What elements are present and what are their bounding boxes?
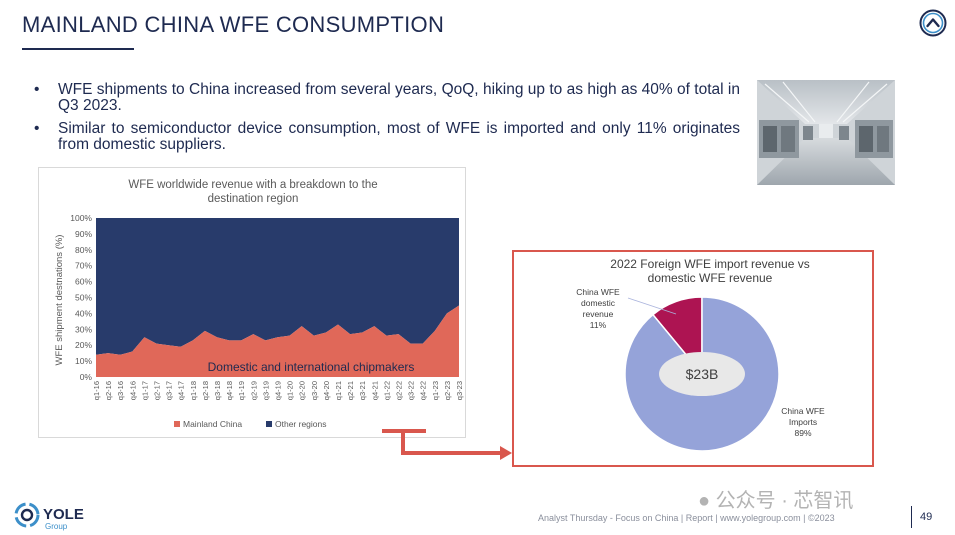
y-tick-label: 50% <box>75 293 92 303</box>
x-tick-label: q3-21 <box>358 381 367 400</box>
domestic-leader-line <box>627 297 677 315</box>
domestic-label-line1: China WFE <box>576 287 620 297</box>
legend-swatch-other <box>266 421 272 427</box>
domestic-label-line3: revenue <box>583 309 614 319</box>
footer-text: Analyst Thursday - Focus on China | Repo… <box>538 513 835 523</box>
bullet-1: WFE shipments to China increased from se… <box>34 82 740 114</box>
x-tick-label: q1-23 <box>431 381 440 400</box>
imports-label-pct: 89% <box>794 428 811 438</box>
y-tick-label: 70% <box>75 261 92 271</box>
x-tick-label: q3-19 <box>261 381 270 400</box>
logo-text: YOLE <box>43 506 84 523</box>
x-tick-label: q4-20 <box>322 381 331 400</box>
x-tick-label: q4-22 <box>419 381 428 400</box>
series-area-mainland-china <box>96 305 459 377</box>
y-tick-label: 30% <box>75 324 92 334</box>
cleanroom-photo <box>757 80 895 185</box>
x-tick-label: q2-18 <box>201 381 210 400</box>
series-area-other-regions <box>96 218 459 355</box>
bullet-2: Similar to semiconductor device consumpt… <box>34 121 740 153</box>
x-tick-label: q1-22 <box>382 381 391 400</box>
x-tick-label: q2-22 <box>395 381 404 400</box>
x-tick-label: q4-17 <box>177 381 186 400</box>
donut-chart-panel: 2022 Foreign WFE import revenue vs domes… <box>512 250 874 467</box>
donut-hole <box>659 352 745 396</box>
y-tick-label: 0% <box>80 372 93 382</box>
donut-chart: 2022 Foreign WFE import revenue vs domes… <box>576 257 825 452</box>
x-tick-label: q1-16 <box>92 381 101 400</box>
x-tick-label: q4-16 <box>128 381 137 400</box>
title-underline <box>22 48 134 50</box>
legend-label-other: Other regions <box>275 419 327 429</box>
y-tick-label: 20% <box>75 340 92 350</box>
y-tick-label: 10% <box>75 356 92 366</box>
wechat-watermark: ● 公众号 · 芯智讯 <box>698 484 853 513</box>
x-tick-label: q1-18 <box>189 381 198 400</box>
donut-chart-title-line1: 2022 Foreign WFE import revenue vs <box>610 257 809 271</box>
x-tick-label: q4-19 <box>274 381 283 400</box>
y-tick-label: 60% <box>75 277 92 287</box>
logo-subtext: Group <box>45 522 68 531</box>
x-tick-label: q2-21 <box>346 381 355 400</box>
x-tick-label: q1-19 <box>237 381 246 400</box>
donut-chart-title-line2: domestic WFE revenue <box>648 271 773 285</box>
area-chart-panel: WFE worldwide revenue with a breakdown t… <box>38 167 466 438</box>
y-tick-label: 80% <box>75 245 92 255</box>
yole-logo-icon <box>14 502 40 528</box>
x-tick-label: q2-20 <box>298 381 307 400</box>
x-tick-label: q3-17 <box>165 381 174 400</box>
area-chart: WFE worldwide revenue with a breakdown t… <box>54 179 464 429</box>
x-tick-label: q3-18 <box>213 381 222 400</box>
watermark-text: 公众号 · 芯智讯 <box>715 490 854 512</box>
footer-separator <box>911 506 912 528</box>
legend-label-mainland: Mainland China <box>183 419 242 429</box>
domestic-label-line2: domestic <box>581 298 616 308</box>
bullet-list: WFE shipments to China increased from se… <box>34 82 740 160</box>
area-chart-legend: Mainland China Other regions <box>174 419 327 429</box>
y-tick-label: 100% <box>70 213 92 223</box>
y-tick-label: 90% <box>75 229 92 239</box>
x-tick-label: q3-20 <box>310 381 319 400</box>
x-tick-label: q3-16 <box>116 381 125 400</box>
donut-center-label: $23B <box>686 366 719 382</box>
domestic-label-pct: 11% <box>590 320 607 330</box>
imports-slice-label: China WFE Imports 89% <box>781 406 825 438</box>
x-tick-label: q4-21 <box>370 381 379 400</box>
x-tick-label: q2-19 <box>249 381 258 400</box>
x-tick-label: q4-18 <box>225 381 234 400</box>
area-chart-annotation: Domestic and international chipmakers <box>208 360 415 374</box>
chevron-up-circle-icon[interactable] <box>918 8 948 38</box>
page-number: 49 <box>920 511 933 523</box>
yole-logo: YOLE Group <box>14 502 84 531</box>
area-chart-title-line1: WFE worldwide revenue with a breakdown t… <box>128 179 377 191</box>
imports-label-line1: China WFE <box>781 406 825 416</box>
domestic-slice-label: China WFE domestic revenue 11% <box>576 287 620 330</box>
x-tick-label: q3-23 <box>455 381 464 400</box>
area-chart-ylabel: WFE shipment destnations (%) <box>54 235 65 366</box>
y-tick-label: 40% <box>75 308 92 318</box>
x-tick-label: q1-21 <box>334 381 343 400</box>
x-tick-label: q2-17 <box>153 381 162 400</box>
x-tick-label: q3-22 <box>407 381 416 400</box>
slide-title: MAINLAND CHINA WFE CONSUMPTION <box>22 12 445 37</box>
imports-label-line2: Imports <box>789 417 817 427</box>
legend-swatch-mainland <box>174 421 180 427</box>
x-tick-label: q1-17 <box>140 381 149 400</box>
x-tick-label: q1-20 <box>286 381 295 400</box>
x-tick-label: q2-16 <box>104 381 113 400</box>
wechat-icon: ● <box>698 490 711 512</box>
area-chart-title-line2: destination region <box>208 193 299 205</box>
x-tick-label: q2-23 <box>443 381 452 400</box>
